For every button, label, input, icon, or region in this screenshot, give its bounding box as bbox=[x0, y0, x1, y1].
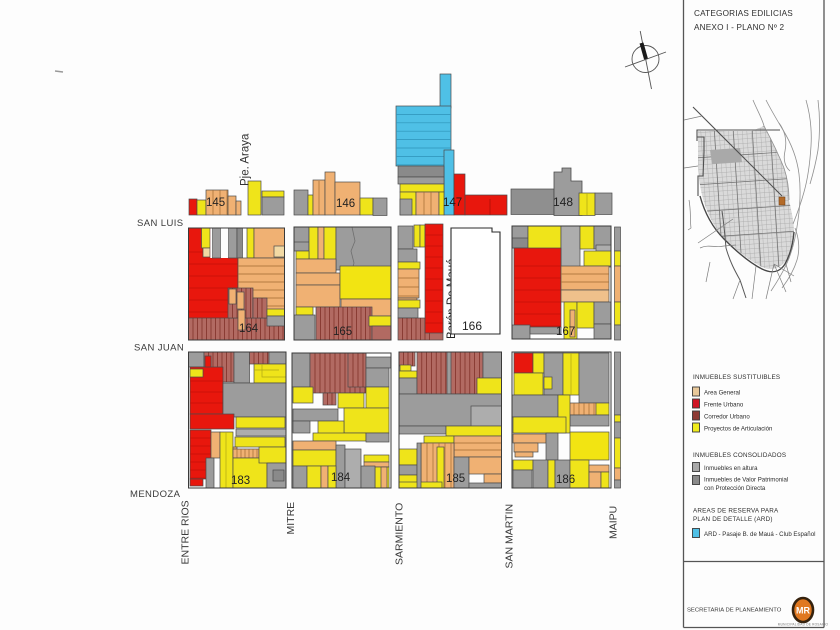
svg-text:Corredor Urbano: Corredor Urbano bbox=[704, 414, 750, 421]
svg-text:Inmuebles en altura: Inmuebles en altura bbox=[704, 465, 758, 472]
svg-text:184: 184 bbox=[331, 472, 351, 484]
svg-text:Area General: Area General bbox=[704, 390, 740, 397]
svg-text:SAN MARTIN: SAN MARTIN bbox=[504, 504, 516, 569]
svg-text:MR: MR bbox=[796, 606, 810, 616]
svg-text:SARMIENTO: SARMIENTO bbox=[394, 503, 406, 565]
svg-text:AREAS DE RESERVA PARA: AREAS DE RESERVA PARA bbox=[693, 508, 779, 515]
svg-text:Inmuebles de Valor Patrimonial: Inmuebles de Valor Patrimonial bbox=[704, 477, 788, 484]
svg-text:INMUEBLES CONSOLIDADOS: INMUEBLES CONSOLIDADOS bbox=[693, 452, 786, 459]
svg-text:MAIPU: MAIPU bbox=[608, 506, 620, 539]
svg-text:164: 164 bbox=[239, 323, 259, 335]
svg-text:SECRETARIA DE PLANEAMIENTO: SECRETARIA DE PLANEAMIENTO bbox=[687, 608, 782, 614]
svg-text:Frente Urbano: Frente Urbano bbox=[704, 402, 744, 409]
svg-text:146: 146 bbox=[336, 198, 355, 210]
svg-text:SAN LUIS: SAN LUIS bbox=[137, 218, 184, 229]
svg-text:Pje. Araya: Pje. Araya bbox=[240, 133, 252, 186]
svg-text:PLAN DE DETALLE (ARD): PLAN DE DETALLE (ARD) bbox=[693, 516, 773, 523]
svg-text:185: 185 bbox=[446, 473, 465, 485]
svg-text:MUNICIPALIDAD DE ROSARIO: MUNICIPALIDAD DE ROSARIO bbox=[778, 623, 829, 627]
svg-text:MENDOZA: MENDOZA bbox=[130, 489, 181, 500]
svg-text:SAN JUAN: SAN JUAN bbox=[134, 343, 184, 354]
svg-text:148: 148 bbox=[553, 195, 573, 209]
svg-text:166: 166 bbox=[462, 319, 482, 333]
svg-text:147: 147 bbox=[443, 197, 462, 209]
svg-text:INMUEBLES SUSTITUIBLES: INMUEBLES SUSTITUIBLES bbox=[693, 374, 780, 381]
svg-text:ANEXO I - PLANO Nº 2: ANEXO I - PLANO Nº 2 bbox=[694, 23, 784, 32]
svg-text:186: 186 bbox=[556, 474, 575, 486]
svg-text:ARD - Pasaje B. de Mauá - Club: ARD - Pasaje B. de Mauá - Club Español bbox=[704, 531, 815, 538]
svg-text:MITRE: MITRE bbox=[285, 502, 297, 535]
svg-text:Proyectos de Articulación: Proyectos de Articulación bbox=[704, 426, 772, 433]
svg-text:ENTRE RIOS: ENTRE RIOS bbox=[180, 500, 192, 564]
svg-text:165: 165 bbox=[333, 326, 352, 338]
svg-text:145: 145 bbox=[206, 197, 225, 209]
svg-text:CATEGORIAS EDILICIAS: CATEGORIAS EDILICIAS bbox=[694, 9, 793, 18]
svg-text:con Protección Directa: con Protección Directa bbox=[704, 485, 766, 492]
svg-text:183: 183 bbox=[231, 475, 250, 487]
svg-text:167: 167 bbox=[556, 326, 575, 338]
